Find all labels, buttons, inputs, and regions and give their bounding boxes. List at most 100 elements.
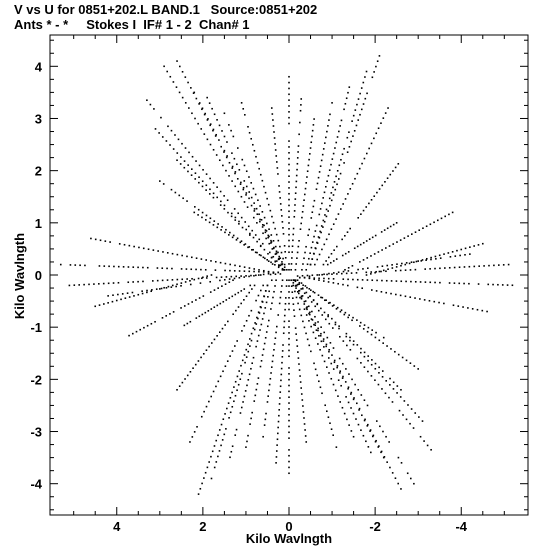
uv-point: [368, 202, 370, 205]
uv-point: [200, 356, 202, 359]
uv-point: [375, 65, 377, 68]
uv-point: [331, 327, 334, 329]
uv-point: [243, 180, 246, 182]
uv-point: [329, 422, 331, 425]
uv-point: [301, 295, 304, 297]
uv-point: [392, 388, 395, 390]
uv-point: [298, 283, 300, 286]
uv-point: [288, 175, 290, 177]
uv-point: [266, 284, 269, 287]
uv-point: [212, 128, 215, 131]
uv-point: [311, 274, 314, 277]
uv-point: [305, 307, 308, 309]
uv-point: [327, 302, 330, 304]
uv-point: [319, 208, 322, 210]
uv-point: [366, 92, 368, 95]
uv-point: [253, 328, 256, 331]
uv-point: [295, 263, 297, 265]
uv-point: [473, 265, 476, 268]
uv-point: [276, 260, 278, 262]
uv-point: [264, 307, 267, 309]
uv-point: [367, 446, 370, 448]
uv-point: [150, 290, 152, 293]
uv-point: [343, 412, 346, 415]
uv-point: [422, 227, 424, 230]
uv-point: [213, 338, 216, 341]
uv-point: [156, 279, 159, 282]
uv-point: [194, 206, 196, 208]
uv-point: [371, 289, 373, 291]
uv-point: [373, 253, 376, 255]
uv-point: [381, 376, 384, 378]
uv-point: [245, 356, 248, 358]
uv-point: [311, 258, 314, 261]
uv-point: [297, 245, 300, 248]
uv-point: [364, 418, 366, 421]
uv-point: [323, 142, 326, 144]
uv-point: [454, 255, 457, 257]
uv-point: [391, 472, 394, 474]
uv-point: [232, 279, 234, 282]
uv-point: [228, 124, 230, 126]
uv-point: [84, 264, 86, 267]
uv-point: [216, 335, 218, 337]
uv-point: [278, 403, 281, 405]
uv-point: [198, 164, 201, 167]
uv-point: [443, 253, 445, 255]
uv-point: [299, 381, 302, 383]
uv-point: [257, 274, 260, 276]
uv-point: [396, 241, 398, 243]
uv-point: [283, 326, 285, 329]
uv-point: [370, 375, 373, 377]
uv-point: [358, 407, 361, 410]
uv-point: [256, 161, 259, 164]
uv-point: [208, 461, 210, 463]
uv-point: [201, 211, 204, 214]
uv-point: [313, 323, 315, 326]
uv-point: [219, 190, 222, 193]
chart-title: V vs U for 0851+202.L BAND.1 Source:0851…: [14, 2, 318, 17]
uv-point: [288, 122, 290, 125]
uv-point: [281, 361, 283, 364]
uv-point: [270, 242, 272, 244]
uv-point: [316, 374, 319, 377]
uv-point: [310, 141, 313, 144]
uv-point: [294, 280, 297, 283]
uv-point: [212, 192, 215, 195]
uv-point: [300, 314, 303, 317]
uv-point: [341, 362, 344, 365]
uv-point: [336, 183, 338, 186]
uv-point: [353, 397, 355, 399]
uv-point: [294, 192, 297, 194]
uv-point: [242, 188, 245, 191]
uv-point: [261, 354, 264, 356]
uv-point: [212, 182, 215, 184]
uv-point: [288, 390, 290, 393]
uv-point: [367, 370, 369, 373]
uv-point: [280, 291, 282, 293]
uv-point: [219, 261, 222, 264]
uv-point: [357, 423, 360, 426]
uv-point: [288, 302, 290, 305]
uv-point: [332, 186, 334, 189]
uv-point: [176, 60, 178, 62]
uv-point: [292, 227, 295, 230]
uv-point: [221, 226, 223, 228]
uv-point: [209, 188, 211, 191]
uv-point: [263, 295, 265, 297]
uv-point: [334, 147, 336, 149]
uv-point: [257, 199, 259, 202]
uv-point: [216, 304, 219, 307]
uv-point: [191, 301, 193, 303]
uv-point: [384, 392, 387, 395]
uv-point: [288, 466, 290, 469]
uv-point: [356, 344, 359, 346]
uv-point: [304, 187, 307, 190]
uv-point: [265, 237, 267, 240]
uv-point: [277, 239, 280, 242]
uv-point: [305, 314, 308, 316]
uv-point: [288, 187, 290, 189]
uv-point: [213, 113, 216, 116]
uv-point: [270, 279, 273, 282]
uv-point: [268, 319, 270, 322]
